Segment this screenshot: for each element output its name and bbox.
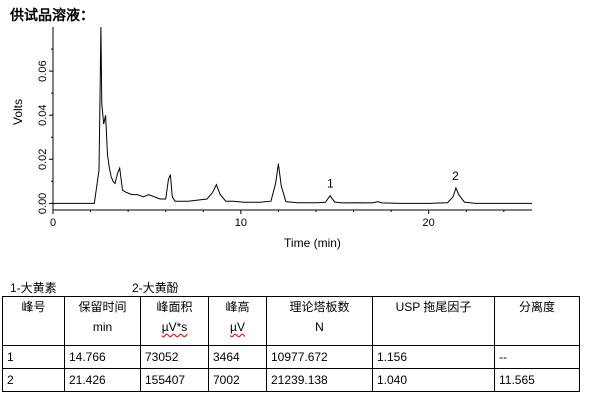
cell-theoretical-plates: 21239.138 [266, 368, 373, 392]
compound-label-1: 1-大黄素 [10, 281, 57, 295]
cell-retention-time: 21.426 [64, 368, 141, 392]
y-tick-label: 0.00 [37, 193, 49, 214]
header-peak-height: 峰高 µV [208, 296, 267, 346]
cell-peak-no: 2 [2, 368, 65, 392]
x-tick-label: 0 [50, 217, 56, 229]
cell-usp-tailing: 1.156 [372, 345, 495, 369]
table-row: 2 21.426 155407 7002 21239.138 1.040 11.… [2, 368, 580, 392]
header-peak-no: 峰号 [2, 296, 65, 346]
chromatogram: 0 10 20 0.00 0.02 0.04 0.06 Time (min) Volts 1 2 [11, 26, 532, 250]
cell-resolution: 11.565 [494, 368, 580, 392]
x-tick-label: 10 [235, 217, 247, 229]
peak-label: 1 [327, 177, 334, 191]
cell-peak-area: 155407 [140, 368, 209, 392]
peak-label: 2 [452, 169, 459, 183]
chromatogram-trace [53, 26, 532, 204]
cell-retention-time: 14.766 [64, 345, 141, 369]
table-row: 1 14.766 73052 3464 10977.672 1.156 -- [2, 345, 580, 369]
header-peak-area: 峰面积 µV*s [140, 296, 209, 346]
table-header-row: 峰号 保留时间 min 峰面积 µV*s 峰高 µV 理论塔板数 N USP 拖… [2, 296, 580, 346]
cell-peak-no: 1 [2, 345, 65, 369]
y-tick-label: 0.04 [37, 104, 49, 125]
cell-usp-tailing: 1.040 [372, 368, 495, 392]
cell-theoretical-plates: 10977.672 [266, 345, 373, 369]
x-tick-label: 20 [423, 217, 435, 229]
cell-peak-height: 7002 [208, 368, 267, 392]
header-retention-time: 保留时间 min [64, 296, 141, 346]
header-usp-tailing: USP 拖尾因子 [372, 296, 495, 346]
y-tick-label: 0.02 [37, 149, 49, 170]
header-resolution: 分离度 [494, 296, 580, 346]
y-axis-title: Volts [11, 99, 25, 125]
y-tick-label: 0.06 [37, 60, 49, 81]
cell-peak-height: 3464 [208, 345, 267, 369]
x-axis-title: Time (min) [284, 236, 341, 250]
cell-peak-area: 73052 [140, 345, 209, 369]
cell-resolution: -- [494, 345, 580, 369]
header-theoretical-plates: 理论塔板数 N [266, 296, 373, 346]
peak-results-table: 峰号 保留时间 min 峰面积 µV*s 峰高 µV 理论塔板数 N USP 拖… [2, 296, 580, 392]
sample-solution-heading: 供试品溶液： [10, 7, 94, 23]
compound-label-2: 2-大黄酚 [132, 281, 179, 295]
